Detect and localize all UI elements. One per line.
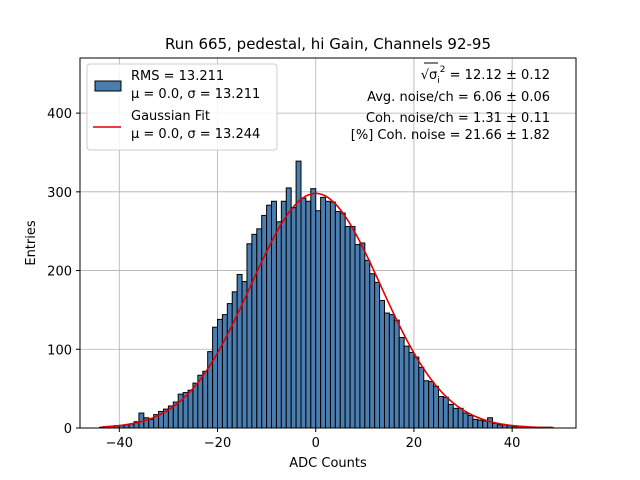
histogram-bar <box>212 326 219 429</box>
histogram-bar <box>379 299 385 429</box>
histogram-bar <box>148 418 155 429</box>
histogram-bar <box>383 312 390 429</box>
histogram-bar <box>217 318 223 429</box>
histogram-bar <box>462 412 469 429</box>
histogram-bar <box>403 345 410 429</box>
x-tick-label: 20 <box>406 436 423 451</box>
histogram-bar <box>325 200 331 429</box>
histogram-bar <box>339 212 346 429</box>
y-axis-ticks: 0 100 200 300 400 <box>47 107 80 437</box>
y-tick-label: 100 <box>47 343 72 358</box>
y-tick-label: 300 <box>47 186 72 201</box>
histogram-bar <box>236 273 243 429</box>
annotation-sigma-superscript: 2 <box>440 65 446 75</box>
x-tick-label: −20 <box>204 436 231 451</box>
annotation-sigma-symbol: σ <box>429 68 437 83</box>
y-tick-label: 400 <box>47 107 72 122</box>
histogram-bar <box>221 314 228 429</box>
histogram-bar <box>300 197 307 429</box>
histogram-bar <box>310 188 317 429</box>
histogram-bar <box>354 244 361 429</box>
annotation-coh-noise-percent: [%] Coh. noise = 21.66 ± 1.82 <box>351 128 550 143</box>
histogram-bar <box>442 396 449 429</box>
histogram-bar <box>285 187 292 429</box>
legend: RMS = 13.211 μ = 0.0, σ = 13.211 Gaussia… <box>86 63 278 151</box>
histogram-bar <box>280 200 287 429</box>
histogram-bar <box>413 356 420 429</box>
histogram-bar <box>428 381 435 429</box>
histogram-bar <box>226 303 233 429</box>
histogram-bar <box>364 259 371 429</box>
histogram-bar <box>197 374 204 429</box>
histogram-bar <box>393 319 400 429</box>
chart-title: Run 665, pedestal, hi Gain, Channels 92-… <box>165 35 491 53</box>
plot-frame <box>79 57 577 429</box>
histogram-bar <box>192 382 199 429</box>
y-axis-label: Entries <box>24 220 39 266</box>
histogram-bar <box>256 228 263 429</box>
gaussian-fit-layer <box>102 192 554 429</box>
histogram-bar <box>447 403 454 429</box>
x-axis-ticks: −40 −20 0 20 40 <box>106 428 521 451</box>
legend-box <box>86 63 278 151</box>
annotation-coh-noise: Coh. noise/ch = 1.31 ± 0.11 <box>366 111 550 126</box>
histogram-bar <box>492 422 498 429</box>
x-axis-label: ADC Counts <box>289 456 367 471</box>
gaussian-fit-curve <box>102 192 554 429</box>
histogram-bar <box>251 233 258 429</box>
histogram-bar <box>457 407 464 429</box>
histogram-bar <box>315 210 322 429</box>
histogram-bar <box>320 196 327 429</box>
histogram-bar <box>359 242 366 429</box>
histogram-bar <box>418 366 425 429</box>
histogram-bar <box>349 225 356 429</box>
histogram-bar <box>329 201 336 429</box>
legend-entry-rms-line2: μ = 0.0, σ = 13.211 <box>131 87 260 102</box>
histogram-bar <box>246 243 253 429</box>
annotation-sigma-value: = 12.12 ± 0.12 <box>446 68 550 83</box>
histogram-bar <box>231 291 238 429</box>
histogram-bar <box>472 418 479 429</box>
y-tick-label: 0 <box>64 422 72 437</box>
histogram-bar <box>369 273 376 429</box>
histogram-bar <box>423 380 430 429</box>
histogram-bar <box>452 407 459 429</box>
x-tick-label: −40 <box>106 436 133 451</box>
annotation-avg-noise: Avg. noise/ch = 6.06 ± 0.06 <box>367 90 550 105</box>
histogram-bar <box>261 214 268 429</box>
histogram-bar <box>408 351 415 429</box>
x-tick-label: 40 <box>504 436 521 451</box>
noise-annotations: √σi2 = 12.12 ± 0.12 Avg. noise/ch = 6.06… <box>351 62 550 143</box>
legend-entry-fit-line1: Gaussian Fit <box>131 109 210 124</box>
histogram-bar <box>487 417 494 429</box>
legend-entry-fit-line2: μ = 0.0, σ = 13.244 <box>131 127 260 142</box>
histogram-bar <box>398 336 405 429</box>
legend-entry-rms-line1: RMS = 13.211 <box>131 69 224 84</box>
annotation-sqrt-symbol: √ <box>421 68 430 83</box>
histogram-bar <box>305 200 312 429</box>
annotation-sigma-i-squared: √σi2 = 12.12 ± 0.12 <box>421 65 550 86</box>
histogram-bar <box>202 370 209 429</box>
y-tick-label: 200 <box>47 265 72 280</box>
histogram-bar <box>344 225 351 429</box>
legend-histogram-swatch <box>94 80 122 92</box>
histogram-bar <box>334 211 341 429</box>
histogram-bar <box>437 396 444 429</box>
histogram-bar <box>187 389 194 429</box>
histogram-bar <box>290 207 297 429</box>
histogram-bar <box>467 414 474 429</box>
histogram-bar <box>374 281 381 429</box>
histogram-bar <box>477 419 484 429</box>
histogram-bar <box>482 420 489 429</box>
histogram-bar <box>275 221 282 429</box>
x-tick-label: 0 <box>312 436 320 451</box>
histogram-bar <box>266 204 273 429</box>
annotation-sigma-subscript: i <box>437 76 440 86</box>
histogram-bar <box>388 314 395 429</box>
histogram-bar <box>433 385 439 429</box>
